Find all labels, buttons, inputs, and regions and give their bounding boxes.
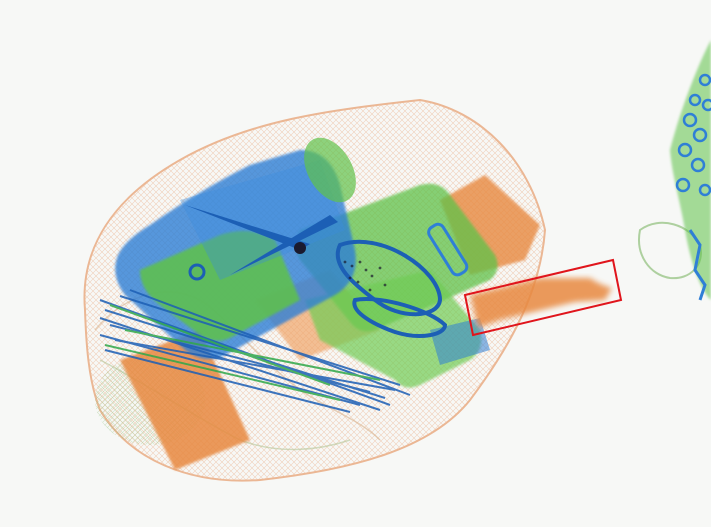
cables [99,289,411,413]
right-edge-item [638,40,711,301]
detection-box [463,258,623,337]
flagged-object [470,278,612,328]
scissors [185,205,448,338]
